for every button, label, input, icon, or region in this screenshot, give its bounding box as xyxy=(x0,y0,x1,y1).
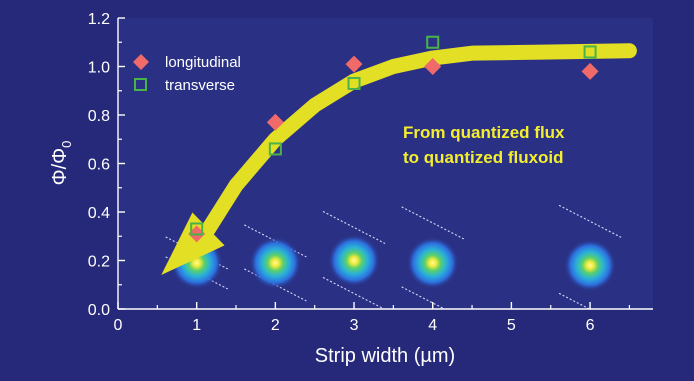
legend-label-transverse: transverse xyxy=(165,77,235,94)
y-axis-label: Φ/Φ0 xyxy=(49,141,74,186)
x-tick-label: 1 xyxy=(192,317,201,334)
x-tick-label: 0 xyxy=(114,317,123,334)
y-tick-label: 0.6 xyxy=(88,157,110,174)
point-transverse xyxy=(190,222,204,236)
point-longitudinal xyxy=(266,113,284,131)
point-longitudinal xyxy=(345,55,363,73)
vortex-image xyxy=(401,206,464,309)
legend-marker-longitudinal xyxy=(133,54,149,70)
y-axis-label-main: Φ/Φ xyxy=(49,148,71,185)
x-axis-label: Strip width (µm) xyxy=(315,345,455,367)
point-transverse xyxy=(583,45,597,59)
y-tick-label: 0.0 xyxy=(88,302,110,319)
vortex-image xyxy=(322,211,386,309)
vortex-image xyxy=(558,204,622,309)
y-axis-label-sub: 0 xyxy=(59,141,74,148)
axes: 0.0 0.2 0.4 0.6 0.8 1.0 1.2 0 1 2 3 4 5 6 xyxy=(88,11,653,334)
annotation-line-1: From quantized flux xyxy=(403,123,565,142)
x-tick-label: 3 xyxy=(350,317,359,334)
series-transverse xyxy=(190,35,597,236)
x-tick-label: 5 xyxy=(507,317,516,334)
point-longitudinal xyxy=(581,62,599,80)
vortex-spot xyxy=(406,236,459,289)
point-transverse xyxy=(347,76,361,90)
point-transverse xyxy=(268,142,282,156)
annotation-line-2: to quantized fluxoid xyxy=(403,148,564,167)
y-tick-label: 0.8 xyxy=(88,108,110,125)
legend-label-longitudinal: longitudinal xyxy=(165,54,241,71)
legend-marker-transverse xyxy=(134,78,147,91)
x-tick-label: 4 xyxy=(428,317,437,334)
vortex-spot xyxy=(249,236,302,289)
point-longitudinal xyxy=(424,58,442,75)
data-series xyxy=(188,35,599,243)
y-tick-label: 1.0 xyxy=(88,60,110,77)
trend-arrow xyxy=(161,43,637,276)
trend-arrow-shaft xyxy=(200,43,637,237)
y-tick-label: 0.4 xyxy=(88,205,110,222)
y-tick-label: 0.2 xyxy=(88,254,110,271)
legend: longitudinal transverse xyxy=(133,54,241,94)
trend-arrow-head xyxy=(161,212,225,276)
x-tick-label: 6 xyxy=(586,317,595,334)
vortex-image xyxy=(244,224,307,302)
vortex-images xyxy=(165,204,622,309)
series-longitudinal xyxy=(188,55,599,243)
y-tick-label: 1.2 xyxy=(88,11,110,28)
point-transverse xyxy=(426,35,440,49)
vortex-spot xyxy=(328,234,381,287)
vortex-spot xyxy=(564,239,617,292)
x-tick-label: 2 xyxy=(271,317,280,334)
